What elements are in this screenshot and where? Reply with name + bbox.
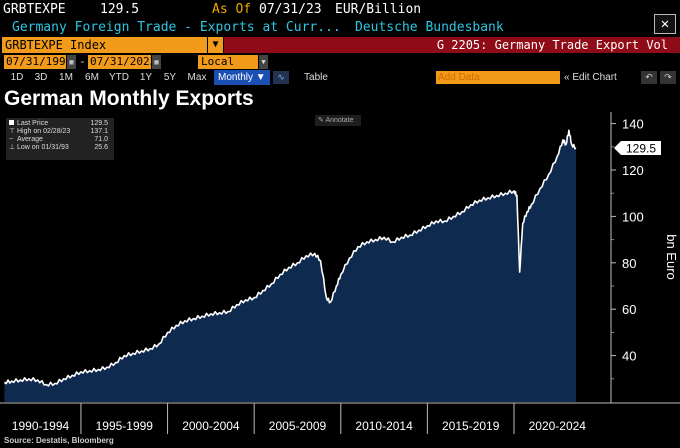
- legend-row-last: Last Price 129.5: [9, 120, 111, 128]
- legend-row-average: − Average 71.0: [9, 136, 111, 144]
- x-tick-label: 1990-1994: [12, 419, 70, 433]
- last-value-callout: [614, 140, 661, 155]
- annotate-label: Annotate: [325, 117, 354, 124]
- data-source: Deutsche Bundesbank: [355, 20, 504, 35]
- currency-dropdown-icon[interactable]: ▼: [259, 55, 268, 69]
- as-of-label: As Of: [212, 2, 252, 17]
- legend-value: 25.6: [94, 144, 108, 151]
- date-range-bar: 07/31/1990 ▦ - 07/31/2023 ▦ Local CCY ▼: [0, 55, 680, 82]
- legend-row-low: ⊥ Low on 01/31/93 25.6: [9, 144, 111, 152]
- y-tick-label: 140: [622, 117, 644, 132]
- series-description: Germany Foreign Trade - Exports at Curr.…: [12, 20, 341, 35]
- undo-icon[interactable]: ↶: [641, 71, 657, 84]
- edit-chart-label: Edit Chart: [572, 72, 617, 83]
- x-tick-label: 2005-2009: [269, 419, 327, 433]
- function-title: G 2205: Germany Trade Export Vol: [224, 37, 680, 53]
- chevron-down-icon: ▼: [255, 72, 266, 83]
- x-tick-label: 2015-2019: [442, 419, 500, 433]
- legend-box[interactable]: Last Price 129.5 ⊤ High on 02/28/23 137.1…: [6, 118, 114, 160]
- period-1m[interactable]: 1M: [59, 72, 73, 83]
- legend-label: Average: [17, 136, 43, 143]
- x-tick-label: 2010-2014: [355, 419, 413, 433]
- start-date-input[interactable]: 07/31/1990: [4, 55, 73, 69]
- x-tick-label: 2000-2004: [182, 419, 240, 433]
- y-tick-label: 60: [622, 302, 636, 317]
- period-1y[interactable]: 1Y: [139, 72, 153, 83]
- y-axis-label: bn Euro: [664, 234, 679, 280]
- last-value-label: 129.5: [626, 141, 656, 155]
- legend-label: Last Price: [17, 120, 49, 127]
- period-5y[interactable]: 5Y: [163, 72, 177, 83]
- legend-label: Low on 01/31/93: [17, 144, 69, 151]
- date-separator: -: [79, 55, 86, 68]
- legend-value: 129.5: [90, 120, 108, 127]
- add-data-input[interactable]: Add Data: [436, 71, 560, 84]
- frequency-select[interactable]: Monthly ▼: [214, 70, 270, 85]
- legend-row-high: ⊤ High on 02/28/23 137.1: [9, 128, 111, 136]
- legend-value: 137.1: [90, 128, 108, 135]
- high-marker-icon: ⊤: [9, 128, 16, 135]
- period-3d[interactable]: 3D: [34, 72, 48, 83]
- legend-label: High on 02/28/23: [17, 128, 71, 135]
- header-bar: GRBTEXPE 129.5 As Of 07/31/23 EUR/Billio…: [0, 0, 680, 19]
- series-area: [4, 130, 576, 403]
- source-note: Source: Destatis, Bloomberg: [4, 436, 114, 445]
- average-marker-icon: −: [9, 136, 14, 143]
- annotate-button[interactable]: ✎ Annotate: [315, 115, 361, 126]
- pen-icon: ✎: [318, 117, 324, 124]
- y-tick-label: 120: [622, 163, 644, 178]
- ticker-symbol: GRBTEXPE: [3, 2, 66, 17]
- edit-chart-button[interactable]: « Edit Chart: [564, 70, 640, 85]
- legend-swatch: [9, 120, 14, 125]
- y-tick-label: 40: [622, 349, 636, 364]
- period-bar: 1D 3D 1M 6M YTD 1Y 5Y Max Monthly ▼ ∿ Ta…: [0, 70, 680, 85]
- low-marker-icon: ⊥: [9, 144, 16, 151]
- end-date-input[interactable]: 07/31/2023: [88, 55, 157, 69]
- description-bar: Germany Foreign Trade - Exports at Curr.…: [0, 19, 680, 37]
- close-icon[interactable]: ✕: [654, 14, 676, 34]
- series-line: [3, 129, 577, 387]
- security-bar: GRBTEXPE Index ▼ G 2205: Germany Trade E…: [0, 37, 680, 53]
- period-1d[interactable]: 1D: [10, 72, 24, 83]
- as-of-date: 07/31/23: [259, 2, 322, 17]
- frequency-label: Monthly: [218, 72, 254, 83]
- last-value: 129.5: [100, 2, 140, 17]
- start-calendar-icon[interactable]: ▦: [67, 55, 76, 69]
- period-6m[interactable]: 6M: [85, 72, 99, 83]
- legend-value: 71.0: [94, 136, 108, 143]
- end-calendar-icon[interactable]: ▦: [152, 55, 161, 69]
- table-button[interactable]: Table: [304, 72, 328, 83]
- period-max[interactable]: Max: [187, 72, 207, 83]
- security-dropdown-icon[interactable]: ▼: [207, 37, 223, 53]
- y-tick-label: 80: [622, 256, 636, 271]
- period-ytd[interactable]: YTD: [109, 72, 129, 83]
- collapse-icon[interactable]: «: [564, 72, 570, 83]
- y-tick-label: 100: [622, 209, 644, 224]
- unit-label: EUR/Billion: [335, 2, 422, 17]
- security-input[interactable]: GRBTEXPE Index: [2, 37, 207, 53]
- line-chart-icon[interactable]: ∿: [273, 71, 289, 84]
- redo-icon[interactable]: ↷: [660, 71, 676, 84]
- x-tick-label: 2020-2024: [529, 419, 587, 433]
- chart-title: German Monthly Exports: [4, 87, 254, 110]
- x-tick-label: 1995-1999: [96, 419, 154, 433]
